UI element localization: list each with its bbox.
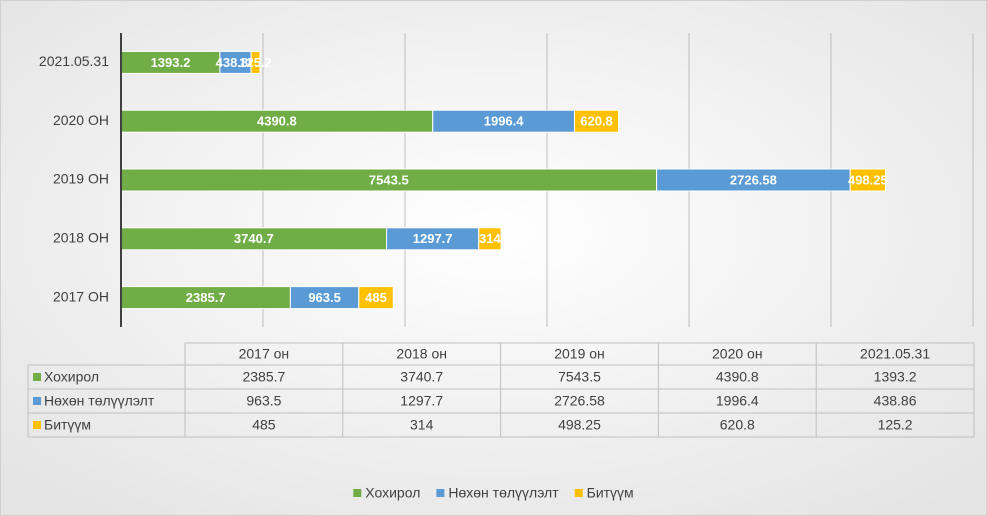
- y-tick-label: 2017 ОН: [53, 288, 109, 304]
- table-header: 2019 он: [554, 346, 605, 362]
- table-cell: 1996.4: [716, 393, 759, 409]
- table-cell: 4390.8: [716, 369, 759, 385]
- y-tick-label: 2019 ОН: [53, 171, 109, 187]
- data-label: 620.8: [580, 114, 613, 129]
- table-cell: 963.5: [246, 393, 281, 409]
- data-label: 963.5: [308, 290, 341, 305]
- data-label: 1996.4: [484, 114, 525, 129]
- data-label: 125.2: [239, 55, 272, 70]
- table-header: 2021.05.31: [860, 346, 930, 362]
- bar-segment: [250, 50, 261, 74]
- legend-label: Битүүм: [587, 485, 634, 501]
- data-label: 485: [365, 290, 387, 305]
- data-label: 1393.2: [151, 55, 191, 70]
- y-tick-label: 2018 ОН: [53, 230, 109, 246]
- table-row-label: Битүүм: [44, 417, 91, 433]
- legend-key: [33, 397, 41, 405]
- bar-segment: [358, 286, 394, 310]
- bar-segment: [478, 227, 502, 251]
- data-label: 498.25: [848, 172, 888, 187]
- legend-label: Нөхөн төлүүлэлт: [448, 485, 559, 501]
- data-label: 4390.8: [257, 114, 297, 129]
- y-tick-label: 2020 ОН: [53, 112, 109, 128]
- legend-key: [574, 489, 583, 497]
- table-cell: 1297.7: [400, 393, 443, 409]
- table-header: 2018 он: [396, 346, 447, 362]
- data-label: 2385.7: [186, 290, 226, 305]
- legend-key: [353, 489, 362, 497]
- table-row-label: Хохирол: [44, 369, 99, 385]
- table-cell: 314: [410, 417, 434, 433]
- data-label: 1297.7: [413, 231, 453, 246]
- legend-key: [33, 373, 41, 381]
- data-label: 7543.5: [369, 172, 409, 187]
- table-row-label: Нөхөн төлүүлэлт: [44, 393, 155, 409]
- table-cell: 498.25: [558, 417, 601, 433]
- data-label: 3740.7: [234, 231, 274, 246]
- table-cell: 438.86: [874, 393, 917, 409]
- data-label: 2726.58: [730, 172, 777, 187]
- table-cell: 3740.7: [400, 369, 443, 385]
- table-cell: 620.8: [720, 417, 755, 433]
- data-label: 314: [479, 231, 501, 246]
- table-cell: 125.2: [878, 417, 913, 433]
- table-cell: 7543.5: [558, 369, 601, 385]
- table-cell: 1393.2: [874, 369, 917, 385]
- table-cell: 2385.7: [242, 369, 285, 385]
- data-label: 438.86: [216, 55, 256, 70]
- table-header: 2017 он: [239, 346, 290, 362]
- legend-label: Хохирол: [365, 485, 420, 501]
- table-cell: 485: [252, 417, 276, 433]
- legend-key: [436, 489, 445, 497]
- table-cell: 2726.58: [554, 393, 605, 409]
- legend-key: [33, 421, 41, 429]
- bar-segment: [573, 109, 620, 133]
- table-header: 2020 он: [712, 346, 763, 362]
- y-tick-label: 2021.05.31: [39, 53, 109, 69]
- bar-segment: [849, 168, 887, 192]
